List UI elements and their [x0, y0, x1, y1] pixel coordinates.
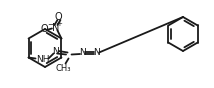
Text: N: N — [79, 48, 86, 57]
Text: O: O — [55, 12, 62, 21]
Text: −: − — [47, 23, 53, 29]
Text: N: N — [52, 47, 59, 56]
Text: CH₃: CH₃ — [56, 64, 71, 73]
Text: N: N — [93, 48, 100, 57]
Text: +: + — [56, 21, 62, 27]
Text: NH: NH — [36, 55, 49, 64]
Text: N: N — [52, 23, 59, 34]
Text: O: O — [41, 24, 48, 34]
